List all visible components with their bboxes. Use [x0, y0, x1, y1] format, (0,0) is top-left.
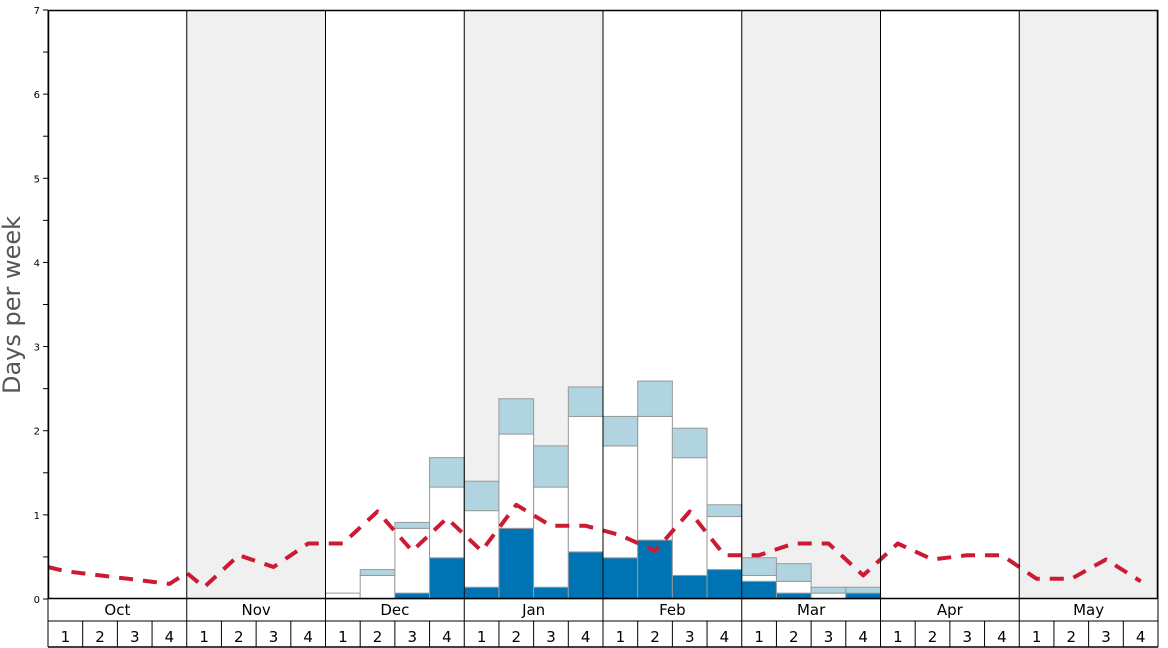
- week-label-mar-1: 1: [754, 628, 764, 646]
- average-line: [47, 502, 1142, 590]
- month-label-nov: Nov: [241, 601, 270, 619]
- bar-mid-feb-w2: [637, 415, 673, 541]
- week-label-apr-3: 3: [962, 628, 972, 646]
- week-label-jan-1: 1: [477, 628, 487, 646]
- week-label-jan-2: 2: [512, 628, 522, 646]
- bar-mid-mar-w2: [775, 580, 812, 594]
- bar-mid-dec-w4: [429, 486, 465, 559]
- bar-mid-jan-w3: [533, 486, 569, 588]
- week-label-dec-1: 1: [338, 628, 348, 646]
- week-label-jan-3: 3: [546, 628, 556, 646]
- bar-light-jan-w2: [498, 398, 535, 435]
- week-label-may-3: 3: [1101, 628, 1111, 646]
- week-axis: 1 2 3 4 1 2 3 4 1 2 3 4 1 2 3 4 1 2 3 4 1 2 3 4 1 2 3 4 1 2 3 4: [48, 621, 1158, 648]
- bar-mid-jan-w1: [463, 510, 500, 588]
- y-tick-label-4: 4: [34, 258, 40, 269]
- bar-mid-jan-w4: [567, 415, 604, 553]
- y-axis: 0 1 2 3 4 5 6 7: [34, 6, 48, 606]
- month-label-feb: Feb: [659, 601, 686, 619]
- week-label-feb-3: 3: [685, 628, 695, 646]
- bar-mid-dec-w2: [359, 574, 396, 600]
- week-label-mar-4: 4: [858, 628, 868, 646]
- bar-dark-feb-w3: [671, 574, 708, 600]
- week-label-mar-2: 2: [789, 628, 799, 646]
- week-label-nov-1: 1: [199, 628, 209, 646]
- week-label-feb-4: 4: [720, 628, 730, 646]
- week-label-may-1: 1: [1032, 628, 1042, 646]
- average-line-layer: [47, 502, 1142, 590]
- y-tick-label-6: 6: [34, 90, 40, 101]
- bar-light-feb-w4: [706, 504, 743, 518]
- bar-light-mar-w1: [741, 557, 777, 576]
- y-tick-label-2: 2: [34, 427, 40, 438]
- week-label-jan-4: 4: [581, 628, 591, 646]
- bar-light-mar-w3: [810, 586, 847, 594]
- month-label-may: May: [1073, 601, 1104, 619]
- week-label-nov-3: 3: [269, 628, 279, 646]
- month-label-oct: Oct: [104, 601, 130, 619]
- month-shade-mar: [741, 10, 881, 599]
- week-label-oct-4: 4: [165, 628, 175, 646]
- y-tick-label-3: 3: [34, 343, 40, 354]
- month-shade-nov: [186, 10, 326, 599]
- y-tick-label-0: 0: [34, 595, 40, 606]
- week-label-apr-4: 4: [997, 628, 1007, 646]
- week-label-may-2: 2: [1067, 628, 1077, 646]
- month-axis: Oct Nov Dec Jan Feb Mar Apr May: [47, 10, 1159, 647]
- bar-dark-jan-w3: [533, 586, 569, 600]
- week-label-dec-3: 3: [407, 628, 417, 646]
- bar-dark-jan-w1: [463, 586, 500, 600]
- bar-light-mar-w4: [845, 586, 881, 594]
- month-label-mar: Mar: [797, 601, 826, 619]
- week-label-may-4: 4: [1136, 628, 1146, 646]
- bar-dark-jan-w4: [567, 551, 604, 600]
- month-label-jan: Jan: [521, 601, 545, 619]
- bar-mid-jan-w2: [498, 433, 535, 529]
- week-label-feb-2: 2: [650, 628, 660, 646]
- week-label-apr-1: 1: [893, 628, 903, 646]
- month-label-apr: Apr: [937, 601, 964, 619]
- plot-frame: [47, 9, 1159, 600]
- bar-light-dec-w4: [429, 457, 465, 488]
- y-axis-label: Days per week: [0, 216, 26, 394]
- bar-dark-dec-w4: [429, 557, 465, 600]
- bar-light-jan-w3: [533, 445, 569, 488]
- bar-dark-mar-w1: [741, 580, 777, 600]
- week-label-nov-2: 2: [234, 628, 244, 646]
- bar-mid-feb-w3: [671, 457, 708, 576]
- month-shading: [186, 10, 1158, 599]
- bar-light-dec-w2: [359, 569, 396, 576]
- bar-mid-mar-w1: [741, 574, 777, 582]
- bar-light-jan-w1: [463, 480, 500, 512]
- bar-dark-jan-w2: [498, 527, 535, 600]
- bar-light-feb-w2: [637, 380, 673, 417]
- week-label-mar-3: 3: [824, 628, 834, 646]
- week-label-dec-4: 4: [442, 628, 452, 646]
- bar-light-feb-w1: [602, 415, 639, 447]
- bar-stacks: [325, 380, 881, 600]
- bar-light-mar-w2: [775, 563, 812, 582]
- week-label-oct-3: 3: [130, 628, 140, 646]
- week-label-feb-1: 1: [616, 628, 626, 646]
- month-label-dec: Dec: [380, 601, 409, 619]
- month-shade-may: [1019, 10, 1158, 599]
- bar-light-dec-w3: [394, 521, 431, 529]
- week-label-dec-2: 2: [373, 628, 383, 646]
- bar-light-jan-w4: [567, 386, 604, 417]
- bar-dark-feb-w1: [602, 557, 639, 600]
- week-label-oct-2: 2: [95, 628, 105, 646]
- y-tick-label-7: 7: [34, 6, 40, 17]
- week-label-oct-1: 1: [61, 628, 71, 646]
- bar-light-feb-w3: [671, 427, 708, 459]
- y-tick-label-1: 1: [34, 511, 40, 522]
- week-label-apr-2: 2: [928, 628, 938, 646]
- y-tick-label-5: 5: [34, 174, 40, 185]
- bar-dark-feb-w4: [706, 569, 743, 600]
- week-label-nov-4: 4: [303, 628, 313, 646]
